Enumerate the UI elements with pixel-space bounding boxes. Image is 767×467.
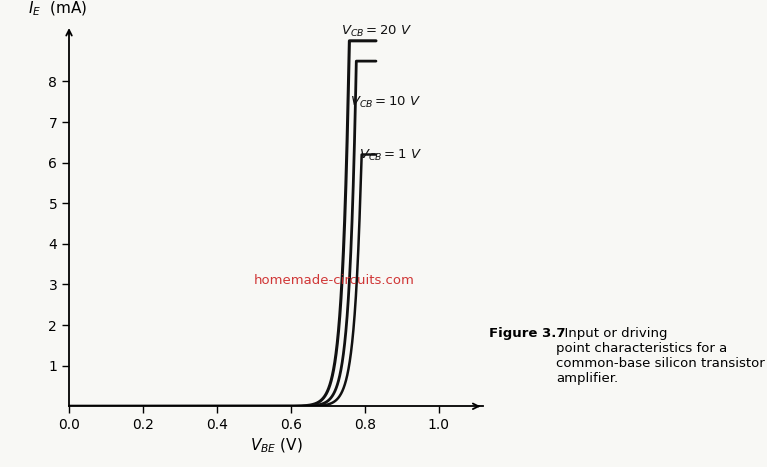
Text: $V_{CB}= 10$ V: $V_{CB}= 10$ V	[350, 95, 422, 110]
Text: Input or driving
point characteristics for a
common-base silicon transistor
ampl: Input or driving point characteristics f…	[556, 327, 765, 385]
Text: homemade-circuits.com: homemade-circuits.com	[254, 275, 415, 288]
Text: $V_{CB}= 20$ V: $V_{CB}= 20$ V	[341, 24, 412, 39]
Text: $I_E$  (mA): $I_E$ (mA)	[28, 0, 87, 18]
Text: Figure 3.7: Figure 3.7	[489, 327, 566, 340]
Text: $V_{CB}= 1$ V: $V_{CB}= 1$ V	[359, 148, 423, 163]
X-axis label: $V_{BE}$ (V): $V_{BE}$ (V)	[250, 436, 302, 455]
